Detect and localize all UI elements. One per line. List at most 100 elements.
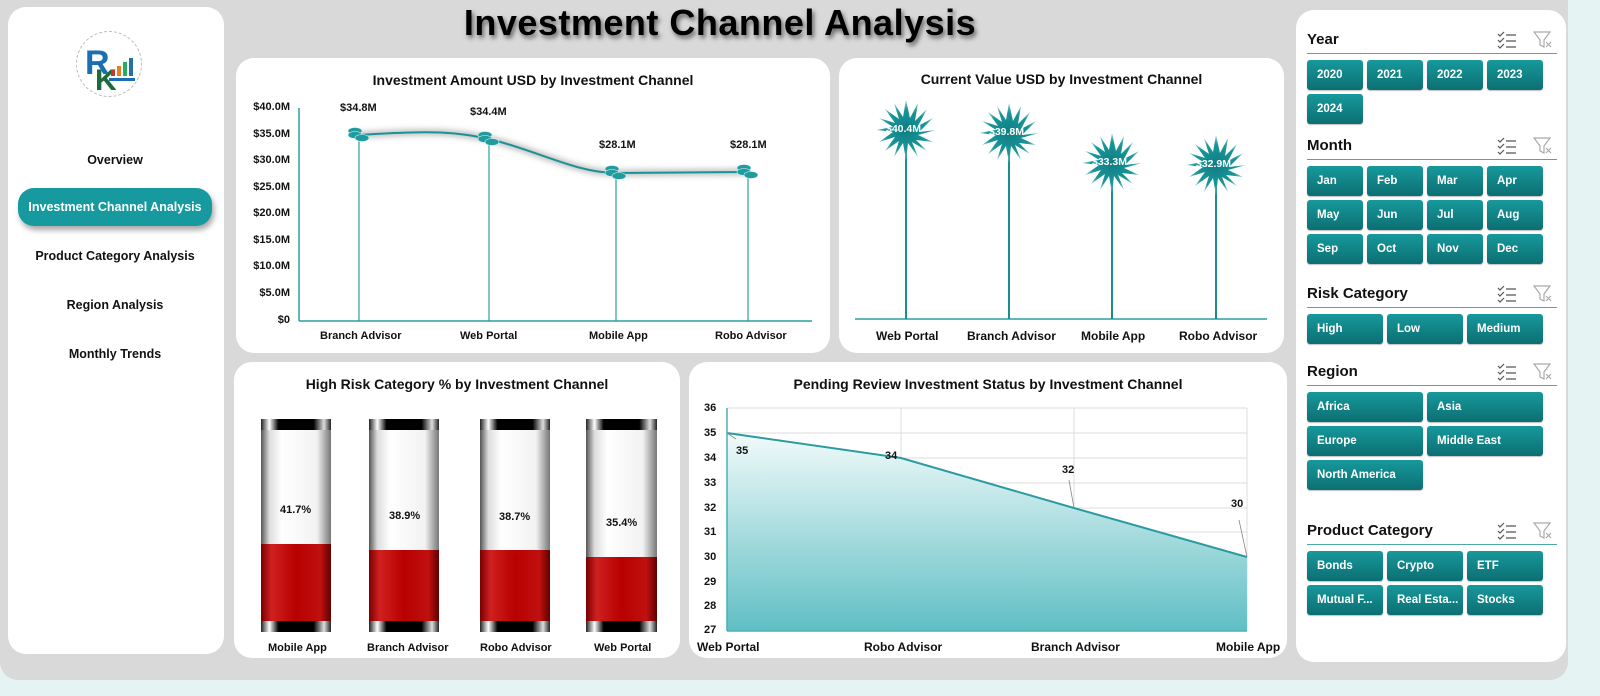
lollipop-plot (855, 100, 1267, 320)
slicer-panel: Year 2020 2021 2022 2023 2024 Month Jan … (1296, 10, 1566, 662)
multi-select-icon[interactable] (1497, 522, 1517, 540)
slicer-button-feb[interactable]: Feb (1367, 166, 1423, 196)
x-tick: Web Portal (876, 329, 939, 343)
multi-select-icon[interactable] (1497, 285, 1517, 303)
y-tick: 33 (704, 477, 717, 489)
nav-overview[interactable]: Overview (87, 153, 143, 167)
x-tick: Robo Advisor (715, 330, 787, 342)
x-tick: Branch Advisor (1031, 640, 1120, 654)
slicer-button-etf[interactable]: ETF (1467, 551, 1543, 581)
y-tick: 29 (704, 576, 717, 588)
slicer-button-stocks[interactable]: Stocks (1467, 585, 1543, 615)
y-tick: 30 (704, 551, 717, 563)
clear-filter-icon[interactable] (1533, 31, 1553, 49)
multi-select-icon[interactable] (1497, 31, 1517, 49)
x-tick: Mobile App (268, 642, 327, 654)
slicer-risk-category: Risk Category High Low Medium (1307, 282, 1557, 344)
slicer-button-jan[interactable]: Jan (1307, 166, 1363, 196)
page-title: Investment Channel Analysis (463, 2, 977, 43)
slicer-title: Month (1307, 137, 1352, 154)
y-tick: $5.0M (259, 287, 290, 299)
slicer-button-middle-east[interactable]: Middle East (1427, 426, 1543, 456)
clear-filter-icon[interactable] (1533, 285, 1553, 303)
slicer-button-dec[interactable]: Dec (1487, 234, 1543, 264)
y-tick: $25.0M (253, 181, 290, 193)
slicer-title: Year (1307, 31, 1339, 48)
line-plot (298, 108, 812, 322)
pending-review-chart: Pending Review Investment Status by Inve… (689, 362, 1287, 658)
multi-select-icon[interactable] (1497, 137, 1517, 155)
slicer-button-real-estate[interactable]: Real Esta... (1387, 585, 1463, 615)
x-tick: Web Portal (697, 640, 760, 654)
chart-title: Current Value USD by Investment Channel (920, 71, 1203, 87)
slicer-button-2021[interactable]: 2021 (1367, 60, 1423, 90)
slicer-month: Month Jan Feb Mar Apr May Jun Jul Aug Se… (1307, 134, 1557, 264)
chart-title: Investment Amount USD by Investment Chan… (372, 72, 694, 88)
slicer-button-2020[interactable]: 2020 (1307, 60, 1363, 90)
clear-filter-icon[interactable] (1533, 363, 1553, 381)
chart-title: Pending Review Investment Status by Inve… (793, 376, 1183, 392)
slicer-product-category: Product Category Bonds Crypto ETF Mutual… (1307, 519, 1557, 615)
data-label: $39.8M (989, 126, 1025, 138)
slicer-year: Year 2020 2021 2022 2023 2024 (1307, 28, 1557, 124)
slicer-button-asia[interactable]: Asia (1427, 392, 1543, 422)
slicer-button-medium[interactable]: Medium (1467, 314, 1543, 344)
slicer-button-2022[interactable]: 2022 (1427, 60, 1483, 90)
rk-logo-icon: R K (85, 44, 135, 96)
y-tick: 34 (704, 452, 717, 464)
slicer-button-apr[interactable]: Apr (1487, 166, 1543, 196)
slicer-button-jul[interactable]: Jul (1427, 200, 1483, 230)
slicer-button-oct[interactable]: Oct (1367, 234, 1423, 264)
y-tick: 35 (704, 427, 717, 439)
slicer-title: Region (1307, 363, 1358, 380)
nav-monthly-trends[interactable]: Monthly Trends (68, 347, 162, 361)
slicer-button-north-america[interactable]: North America (1307, 460, 1423, 490)
logo: R K (76, 31, 142, 97)
slicer-button-aug[interactable]: Aug (1487, 200, 1543, 230)
x-tick: Robo Advisor (1179, 329, 1258, 343)
x-tick: Robo Advisor (480, 642, 552, 654)
slicer-button-europe[interactable]: Europe (1307, 426, 1423, 456)
nav-region-analysis[interactable]: Region Analysis (66, 298, 164, 312)
x-tick: Robo Advisor (864, 640, 943, 654)
y-tick: $10.0M (253, 260, 290, 272)
nav-product-category-analysis[interactable]: Product Category Analysis (35, 249, 195, 263)
slicer-button-africa[interactable]: Africa (1307, 392, 1423, 422)
slicer-button-nov[interactable]: Nov (1427, 234, 1483, 264)
y-tick: 28 (704, 600, 717, 612)
multi-select-icon[interactable] (1497, 363, 1517, 381)
slicer-button-mutual-funds[interactable]: Mutual F... (1307, 585, 1383, 615)
slicer-button-may[interactable]: May (1307, 200, 1363, 230)
x-tick: Mobile App (1081, 329, 1146, 343)
slicer-title: Product Category (1307, 522, 1433, 539)
clear-filter-icon[interactable] (1533, 522, 1553, 540)
slicer-button-2023[interactable]: 2023 (1487, 60, 1543, 90)
cylinder-plot (261, 419, 657, 632)
slicer-button-2024[interactable]: 2024 (1307, 94, 1363, 124)
y-tick: 27 (704, 624, 717, 636)
y-tick: $20.0M (253, 207, 290, 219)
slicer-region: Region Africa Asia Europe Middle East No… (1307, 360, 1557, 490)
slicer-button-crypto[interactable]: Crypto (1387, 551, 1463, 581)
nav-investment-channel-analysis[interactable]: Investment Channel Analysis (18, 188, 212, 226)
slicer-button-sep[interactable]: Sep (1307, 234, 1363, 264)
data-label: 30 (1231, 498, 1244, 510)
data-label: 32 (1062, 464, 1075, 476)
data-label: 41.7% (280, 504, 312, 516)
x-tick: Web Portal (594, 642, 652, 654)
slicer-button-bonds[interactable]: Bonds (1307, 551, 1383, 581)
slicer-button-jun[interactable]: Jun (1367, 200, 1423, 230)
area-plot (726, 407, 1248, 632)
svg-text:R: R (85, 44, 110, 82)
slicer-button-low[interactable]: Low (1387, 314, 1463, 344)
slicer-title: Risk Category (1307, 285, 1408, 302)
y-tick: $35.0M (253, 128, 290, 140)
y-tick: $30.0M (253, 154, 290, 166)
clear-filter-icon[interactable] (1533, 137, 1553, 155)
data-label: 38.7% (499, 511, 531, 523)
slicer-button-mar[interactable]: Mar (1427, 166, 1483, 196)
data-label: $28.1M (599, 139, 636, 151)
high-risk-chart: High Risk Category % by Investment Chann… (234, 362, 680, 658)
slicer-button-high[interactable]: High (1307, 314, 1383, 344)
investment-amount-chart: Investment Amount USD by Investment Chan… (236, 58, 830, 353)
